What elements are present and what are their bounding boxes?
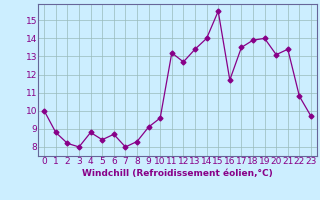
X-axis label: Windchill (Refroidissement éolien,°C): Windchill (Refroidissement éolien,°C) bbox=[82, 169, 273, 178]
